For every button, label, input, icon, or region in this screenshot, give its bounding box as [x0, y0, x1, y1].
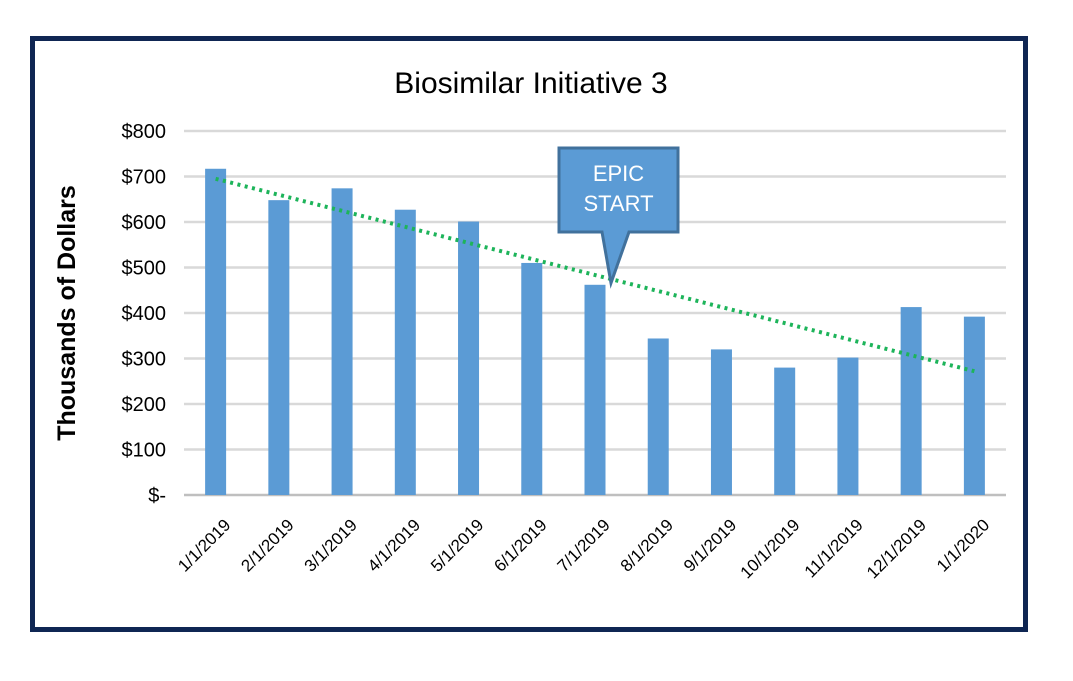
x-tick-label: 1/1/2020	[933, 515, 993, 575]
bars	[205, 168, 985, 496]
x-tick-label: 12/1/2019	[863, 515, 930, 582]
y-tick-label: $500	[122, 258, 167, 280]
bar-12/1/2019	[900, 307, 922, 495]
epic-start-callout: EPIC START	[557, 146, 680, 289]
y-tick-label: $100	[122, 440, 167, 462]
x-tick-label: 2/1/2019	[237, 515, 297, 575]
bar-10/1/2019	[774, 367, 796, 495]
y-tick-label: $-	[148, 485, 166, 507]
x-tick-label: 5/1/2019	[427, 515, 487, 575]
x-tick-label: 10/1/2019	[737, 515, 804, 582]
y-tick-label: $700	[122, 167, 167, 189]
bar-1/1/2020	[963, 316, 985, 495]
x-tick-label: 3/1/2019	[301, 515, 361, 575]
y-tick-label: $300	[122, 349, 167, 371]
x-tick-label: 9/1/2019	[680, 515, 740, 575]
x-tick-label: 11/1/2019	[801, 515, 867, 581]
callout-box	[557, 146, 680, 289]
callout-text: START	[583, 191, 653, 216]
x-tick-label: 1/1/2019	[174, 515, 234, 575]
bar-8/1/2019	[647, 338, 669, 495]
bar-6/1/2019	[521, 262, 543, 495]
y-tick-label: $600	[122, 212, 167, 234]
x-tick-label: 4/1/2019	[364, 515, 424, 575]
bar-7/1/2019	[584, 284, 606, 495]
bar-9/1/2019	[710, 349, 732, 495]
bar-2/1/2019	[268, 200, 290, 495]
bar-1/1/2019	[205, 168, 227, 495]
bar-4/1/2019	[394, 209, 416, 495]
trendline-group	[215, 176, 975, 374]
y-tick-label: $200	[122, 394, 167, 416]
bar-5/1/2019	[458, 221, 480, 496]
bar-3/1/2019	[331, 188, 353, 495]
gridlines	[184, 129, 1006, 497]
callout-text: EPIC	[593, 161, 644, 186]
trendline	[215, 176, 975, 374]
x-axis-ticks: 1/1/2019 2/1/2019 3/1/2019 4/1/2019 5/1/2019…	[174, 515, 993, 582]
x-tick-label: 8/1/2019	[617, 515, 677, 575]
y-axis-ticks: $- $100 $200 $300 $400 $500 $600 $700 $800	[122, 121, 167, 507]
y-axis-label: Thousands of Dollars	[53, 185, 81, 441]
x-tick-label: 7/1/2019	[554, 515, 614, 575]
chart-title: Biosimilar Initiative 3	[394, 67, 667, 100]
bar-11/1/2019	[837, 357, 859, 495]
x-tick-label: 6/1/2019	[490, 515, 550, 575]
y-tick-label: $800	[122, 121, 167, 143]
y-tick-label: $400	[122, 303, 167, 325]
